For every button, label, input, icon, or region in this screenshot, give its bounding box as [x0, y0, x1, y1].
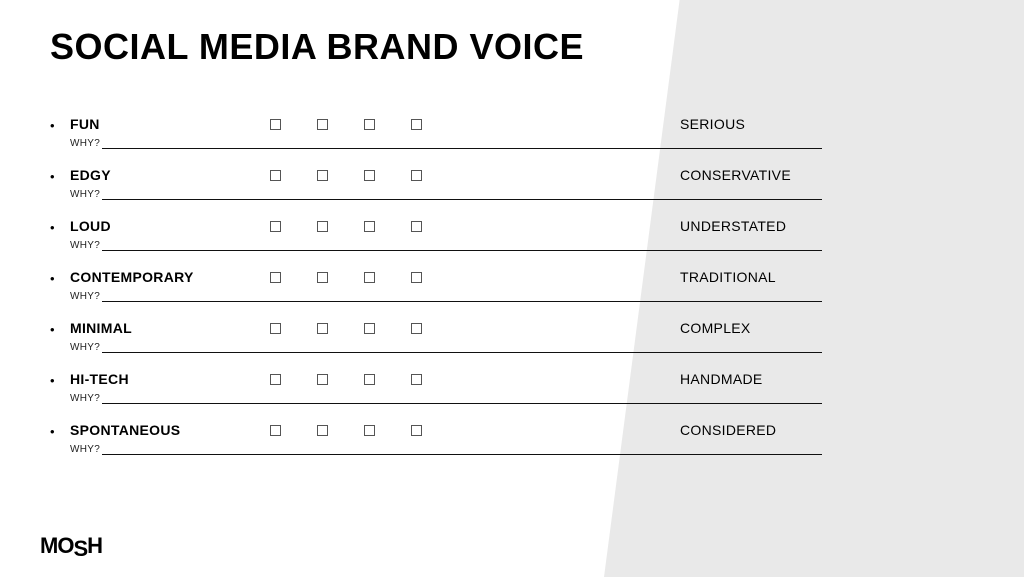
- voice-row-top: HI-TECH HANDMADE: [70, 371, 974, 387]
- why-line: WHY?: [70, 288, 822, 302]
- voice-scale-row: CONTEMPORARY TRADITIONAL WHY?: [50, 269, 974, 302]
- why-label: WHY?: [70, 189, 100, 200]
- voice-scale-boxes: [270, 374, 530, 385]
- voice-left-label: FUN: [70, 116, 270, 132]
- voice-row-top: CONTEMPORARY TRADITIONAL: [70, 269, 974, 285]
- scale-checkbox[interactable]: [317, 170, 328, 181]
- scale-checkbox[interactable]: [411, 221, 422, 232]
- voice-scale-boxes: [270, 272, 530, 283]
- scale-checkbox[interactable]: [317, 374, 328, 385]
- voice-row-top: FUN SERIOUS: [70, 116, 974, 132]
- voice-scale-boxes: [270, 323, 530, 334]
- voice-left-label: EDGY: [70, 167, 270, 183]
- scale-checkbox[interactable]: [411, 119, 422, 130]
- voice-scale-row: HI-TECH HANDMADE WHY?: [50, 371, 974, 404]
- scale-checkbox[interactable]: [411, 170, 422, 181]
- voice-scale-row: FUN SERIOUS WHY?: [50, 116, 974, 149]
- scale-checkbox[interactable]: [364, 323, 375, 334]
- scale-checkbox[interactable]: [364, 425, 375, 436]
- voice-scale-boxes: [270, 221, 530, 232]
- scale-checkbox[interactable]: [317, 323, 328, 334]
- voice-row-top: EDGY CONSERVATIVE: [70, 167, 974, 183]
- why-input-line[interactable]: [102, 148, 822, 149]
- voice-left-label: SPONTANEOUS: [70, 422, 270, 438]
- scale-checkbox[interactable]: [317, 272, 328, 283]
- scale-checkbox[interactable]: [317, 425, 328, 436]
- brand-logo: MOSH: [40, 533, 102, 559]
- voice-row-top: MINIMAL COMPLEX: [70, 320, 974, 336]
- why-input-line[interactable]: [102, 403, 822, 404]
- why-line: WHY?: [70, 441, 822, 455]
- scale-checkbox[interactable]: [411, 323, 422, 334]
- why-line: WHY?: [70, 186, 822, 200]
- scale-checkbox[interactable]: [411, 374, 422, 385]
- page-title: SOCIAL MEDIA BRAND VOICE: [50, 26, 974, 68]
- voice-right-label: SERIOUS: [680, 116, 745, 132]
- scale-checkbox[interactable]: [364, 374, 375, 385]
- why-label: WHY?: [70, 342, 100, 353]
- voice-right-label: CONSIDERED: [680, 422, 776, 438]
- why-label: WHY?: [70, 138, 100, 149]
- why-input-line[interactable]: [102, 301, 822, 302]
- scale-checkbox[interactable]: [411, 272, 422, 283]
- scale-checkbox[interactable]: [364, 221, 375, 232]
- voice-right-label: HANDMADE: [680, 371, 763, 387]
- scale-checkbox[interactable]: [270, 272, 281, 283]
- scale-checkbox[interactable]: [364, 119, 375, 130]
- slide-content: SOCIAL MEDIA BRAND VOICE FUNSERIOUSWHY?E…: [0, 0, 1024, 577]
- voice-scale-row: LOUD UNDERSTATED WHY?: [50, 218, 974, 251]
- voice-scale-boxes: [270, 425, 530, 436]
- scale-checkbox[interactable]: [270, 119, 281, 130]
- voice-left-label: MINIMAL: [70, 320, 270, 336]
- scale-checkbox[interactable]: [270, 374, 281, 385]
- voice-row-top: LOUD UNDERSTATED: [70, 218, 974, 234]
- why-label: WHY?: [70, 240, 100, 251]
- voice-right-label: CONSERVATIVE: [680, 167, 791, 183]
- voice-scale-boxes: [270, 170, 530, 181]
- why-line: WHY?: [70, 339, 822, 353]
- why-line: WHY?: [70, 390, 822, 404]
- why-input-line[interactable]: [102, 352, 822, 353]
- why-input-line[interactable]: [102, 454, 822, 455]
- voice-scale-row: MINIMAL COMPLEX WHY?: [50, 320, 974, 353]
- scale-checkbox[interactable]: [270, 221, 281, 232]
- voice-scale-list: FUN SERIOUS WHY? EDGY CONSERVATIVE WHY? LOUD UN…: [50, 116, 974, 455]
- why-input-line[interactable]: [102, 250, 822, 251]
- voice-left-label: HI-TECH: [70, 371, 270, 387]
- why-line: WHY?: [70, 237, 822, 251]
- voice-right-label: TRADITIONAL: [680, 269, 776, 285]
- why-line: WHY?: [70, 135, 822, 149]
- scale-checkbox[interactable]: [270, 170, 281, 181]
- scale-checkbox[interactable]: [270, 323, 281, 334]
- scale-checkbox[interactable]: [364, 170, 375, 181]
- voice-scale-boxes: [270, 119, 530, 130]
- voice-right-label: COMPLEX: [680, 320, 751, 336]
- scale-checkbox[interactable]: [411, 425, 422, 436]
- why-label: WHY?: [70, 393, 100, 404]
- voice-left-label: LOUD: [70, 218, 270, 234]
- voice-row-top: SPONTANEOUS CONSIDERED: [70, 422, 974, 438]
- voice-scale-row: EDGY CONSERVATIVE WHY?: [50, 167, 974, 200]
- scale-checkbox[interactable]: [364, 272, 375, 283]
- why-input-line[interactable]: [102, 199, 822, 200]
- scale-checkbox[interactable]: [317, 221, 328, 232]
- why-label: WHY?: [70, 444, 100, 455]
- voice-right-label: UNDERSTATED: [680, 218, 786, 234]
- scale-checkbox[interactable]: [270, 425, 281, 436]
- voice-scale-row: SPONTANEOUS CONSIDERED WHY?: [50, 422, 974, 455]
- why-label: WHY?: [70, 291, 100, 302]
- voice-left-label: CONTEMPORARY: [70, 269, 270, 285]
- scale-checkbox[interactable]: [317, 119, 328, 130]
